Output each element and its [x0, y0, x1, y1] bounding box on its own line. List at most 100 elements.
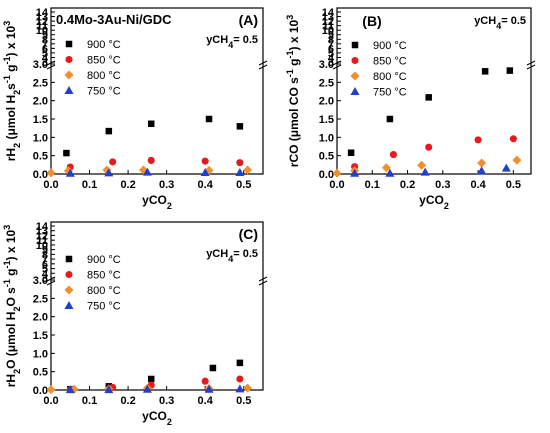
data-point [63, 149, 70, 157]
data-point [142, 167, 152, 176]
y-break-tick-label: 5 [328, 48, 334, 60]
y-tick-label: 2.0 [319, 96, 334, 108]
panel-label: (C) [239, 226, 258, 242]
axis-break-mark [46, 280, 56, 286]
y-break-tick-label: 3 [42, 273, 48, 285]
axis-break-mark [258, 64, 268, 70]
y-axis-label: rH2O (μmol H2O s-1 g-1) x 103 [2, 225, 22, 387]
legend-label: 800 °C [87, 70, 121, 82]
plot-frame [50, 7, 264, 175]
data-point [235, 384, 245, 393]
y-break-tick-label: 7 [42, 254, 48, 266]
y-break-tick-label: 3 [328, 57, 334, 69]
y-tick-label: 3.0 [319, 59, 334, 71]
y-break-tick-label: 11 [36, 235, 48, 247]
data-point [425, 143, 433, 151]
x-axis-label: yCO2 [419, 193, 449, 211]
data-point [509, 135, 517, 143]
axis-break-mark [332, 64, 342, 70]
data-point [420, 167, 430, 176]
data-point [201, 377, 209, 385]
y-break-tick-label: 11 [36, 21, 48, 33]
legend-marker [64, 86, 74, 94]
y-axis-label: rH2 (μmol H2s-1 g-1) x 103 [2, 21, 22, 161]
y-tick-label: 0.0 [33, 385, 48, 397]
y-break-tick-label: 6 [42, 43, 48, 55]
data-point [386, 115, 394, 123]
y-break-tick-label: 13 [36, 12, 48, 24]
data-point [389, 151, 397, 159]
y-break-tick-label: 10 [36, 240, 48, 252]
legend-label: 750 °C [373, 87, 407, 99]
data-point [506, 67, 514, 74]
y-break-tick-label: 12 [322, 16, 334, 28]
data-point [481, 68, 489, 75]
x-tick-label: 0.3 [159, 179, 174, 191]
data-point [142, 384, 152, 393]
y-tick-label: 1.5 [33, 330, 48, 342]
y-break-tick-label: 9 [328, 30, 334, 42]
y-break-tick-label: 4 [42, 268, 49, 280]
x-axis-label: yCO2 [142, 409, 172, 427]
axis-break-mark [526, 64, 536, 70]
y-tick-label: 2.5 [33, 77, 48, 89]
x-tick-label: 0.4 [198, 179, 214, 191]
x-tick-label: 0.5 [506, 179, 521, 191]
data-point [236, 375, 244, 383]
data-point [65, 168, 75, 177]
y-axis-label: rCO (μmol CO s-1 g-1) x 103 [285, 15, 301, 167]
legend-marker [350, 87, 360, 95]
axis-break-mark [258, 276, 268, 282]
axis-break-mark [46, 64, 56, 70]
y-break-tick-label: 7 [328, 39, 334, 51]
y-break-tick-label: 12 [36, 230, 48, 242]
data-point [46, 385, 56, 395]
data-point [385, 168, 395, 177]
y-break-tick-label: 10 [322, 25, 334, 37]
data-point [236, 123, 244, 130]
data-point [109, 158, 117, 166]
y-tick-label: 0.5 [33, 367, 48, 379]
legend-label: 850 °C [87, 55, 121, 67]
panel-label: (B) [362, 13, 381, 29]
y-break-tick-label: 8 [42, 249, 48, 261]
data-point [104, 385, 114, 394]
data-point [147, 375, 155, 383]
y-tick-label: 1.0 [319, 132, 334, 144]
plot-frame [336, 7, 532, 175]
data-point [205, 115, 213, 123]
x-tick-label: 0.1 [82, 179, 97, 191]
x-tick-label: 0.0 [329, 179, 344, 191]
y-tick-label: 3.0 [33, 275, 48, 287]
data-point [204, 384, 214, 393]
data-point [417, 160, 427, 170]
y-break-tick-label: 8 [328, 34, 334, 46]
x-tick-label: 0.0 [43, 395, 58, 407]
chart-title: 0.4Mo-3Au-Ni/GDC [56, 12, 172, 27]
data-point [347, 149, 355, 156]
x-tick-label: 0.1 [365, 179, 380, 191]
y-break-tick-label: 7 [42, 39, 48, 51]
legend-marker [64, 301, 74, 309]
data-point [243, 165, 253, 175]
y-break-tick-label: 14 [36, 221, 49, 233]
data-point [46, 168, 56, 178]
legend-marker [65, 255, 73, 263]
y-break-tick-label: 13 [36, 226, 48, 238]
legend-marker [350, 71, 360, 81]
y-break-tick-label: 12 [36, 16, 48, 28]
legend-label: 900 °C [87, 39, 121, 51]
x-tick-label: 0.4 [198, 395, 214, 407]
x-tick-label: 0.5 [236, 179, 251, 191]
legend-label: 800 °C [373, 71, 407, 83]
y-break-tick-label: 8 [42, 34, 48, 46]
data-point [236, 159, 244, 167]
data-point [243, 383, 253, 393]
y-tick-label: 2.0 [33, 312, 48, 324]
legend-marker [65, 40, 73, 48]
data-point [477, 158, 487, 168]
legend-marker [65, 55, 73, 64]
